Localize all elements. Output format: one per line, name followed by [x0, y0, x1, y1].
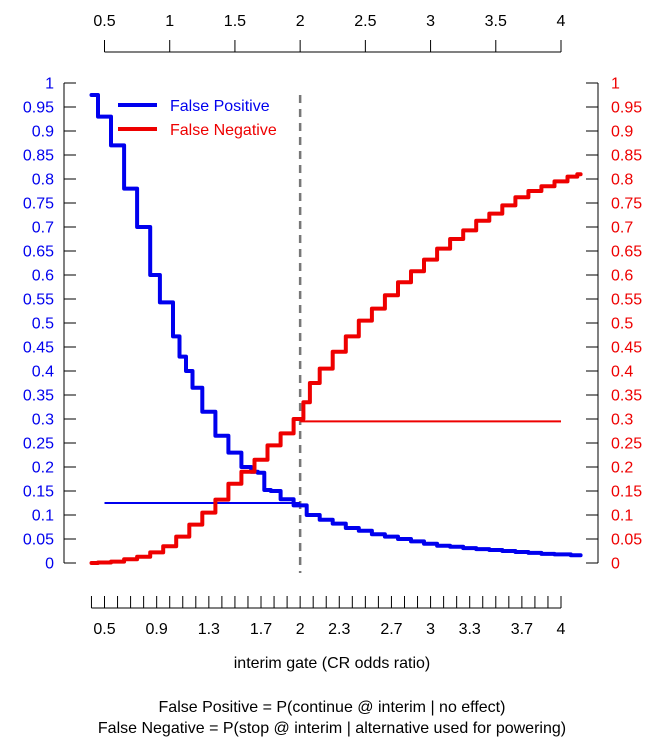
false-positive-line — [89, 93, 583, 558]
left-axis-tick-label: 0.5 — [32, 316, 54, 333]
reference-lines — [104, 95, 561, 573]
false-negative-line — [89, 172, 583, 565]
left-axis-tick-label: 0.3 — [32, 412, 54, 429]
top-axis-tick-label: 3.5 — [485, 13, 507, 30]
left-axis-tick-label: 0.95 — [23, 100, 54, 117]
right-axis-tick-label: 0 — [611, 556, 620, 573]
right-axis-tick-label: 0.45 — [611, 340, 642, 357]
right-axis-tick-label: 0.65 — [611, 244, 642, 261]
right-axis-tick-label: 0.8 — [611, 172, 633, 189]
top-axis-tick-label: 2.5 — [354, 13, 376, 30]
left-axis-tick-label: 0.25 — [23, 436, 54, 453]
bottom-axis-tick-label: 0.9 — [146, 621, 168, 638]
left-axis-tick-label: 0.65 — [23, 244, 54, 261]
right-axis-tick-label: 0.35 — [611, 388, 642, 405]
right-axis-tick-label: 0.3 — [611, 412, 633, 429]
right-axis-tick-label: 0.2 — [611, 460, 633, 477]
bottom-axis-tick-label: 2.7 — [380, 621, 402, 638]
left-axis-tick-label: 0.6 — [32, 268, 54, 285]
x-axis-label: interim gate (CR odds ratio) — [234, 655, 431, 672]
top-axis-tick-label: 0.5 — [93, 13, 115, 30]
left-axis-tick-label: 0.55 — [23, 292, 54, 309]
top-axis-tick-label: 3 — [426, 13, 435, 30]
right-axis-tick-label: 0.75 — [611, 196, 642, 213]
left-axis-tick-label: 0.1 — [32, 508, 54, 525]
legend: False Positive False Negative — [118, 98, 277, 139]
bottom-axis-tick-label: 2 — [296, 621, 305, 638]
right-axis-tick-label: 1 — [611, 76, 620, 93]
caption-line-1: False Positive = P(continue @ interim | … — [159, 699, 506, 716]
left-axis-tick-label: 0.45 — [23, 340, 54, 357]
left-axis-tick-label: 0.05 — [23, 532, 54, 549]
left-axis-tick-label: 0.85 — [23, 148, 54, 165]
bottom-axis-tick-label: 2.3 — [328, 621, 350, 638]
bottom-axis-tick-label: 3.3 — [459, 621, 481, 638]
legend-label: False Positive — [170, 98, 270, 115]
top-axis: 0.5 1 1.5 2 2.5 3 3.5 4 — [93, 13, 566, 53]
right-axis-tick-label: 0.15 — [611, 484, 642, 501]
left-axis-tick-label: 0.2 — [32, 460, 54, 477]
bottom-axis-tick-label: 0.5 — [93, 621, 115, 638]
left-axis-tick-label: 0 — [45, 556, 54, 573]
series-layer — [89, 93, 583, 565]
bottom-axis: 0.5 0.9 1.3 1.7 2 2.3 2.7 3 3.3 3.7 4 — [90, 596, 566, 638]
caption-line-2: False Negative = P(stop @ interim | alte… — [98, 720, 566, 737]
right-axis: 0 0.05 0.1 0.15 0.2 0.25 0.3 0.35 0.4 0.45 0.5 0.55… — [586, 76, 642, 573]
right-axis-tick-label: 0.25 — [611, 436, 642, 453]
top-axis-tick-label: 4 — [557, 13, 566, 30]
left-axis-tick-label: 0.8 — [32, 172, 54, 189]
left-axis: 0 0.05 0.1 0.15 0.2 0.25 0.3 0.35 0.4 0.45 0.5 0.55… — [23, 76, 76, 573]
bottom-axis-tick-label: 1.7 — [250, 621, 272, 638]
left-axis-tick-label: 0.75 — [23, 196, 54, 213]
left-axis-tick-label: 0.4 — [32, 364, 54, 381]
right-axis-tick-label: 0.95 — [611, 100, 642, 117]
left-axis-tick-label: 1 — [45, 76, 54, 93]
bottom-axis-tick-label: 3.7 — [511, 621, 533, 638]
right-axis-tick-label: 0.9 — [611, 124, 633, 141]
top-axis-tick-label: 1.5 — [224, 13, 246, 30]
bottom-axis-tick-label: 1.3 — [198, 621, 220, 638]
bottom-axis-tick-label: 4 — [557, 621, 566, 638]
left-axis-tick-label: 0.35 — [23, 388, 54, 405]
left-axis-tick-label: 0.15 — [23, 484, 54, 501]
right-axis-tick-label: 0.05 — [611, 532, 642, 549]
right-axis-tick-label: 0.55 — [611, 292, 642, 309]
top-axis-tick-label: 2 — [296, 13, 305, 30]
right-axis-tick-label: 0.4 — [611, 364, 633, 381]
right-axis-tick-label: 0.7 — [611, 220, 633, 237]
left-axis-tick-label: 0.9 — [32, 124, 54, 141]
right-axis-tick-label: 0.6 — [611, 268, 633, 285]
right-axis-tick-label: 0.85 — [611, 148, 642, 165]
bottom-axis-tick-label: 3 — [426, 621, 435, 638]
top-axis-tick-label: 1 — [165, 13, 174, 30]
right-axis-tick-label: 0.1 — [611, 508, 633, 525]
right-axis-tick-label: 0.5 — [611, 316, 633, 333]
left-axis-tick-label: 0.7 — [32, 220, 54, 237]
legend-label: False Negative — [170, 122, 277, 139]
